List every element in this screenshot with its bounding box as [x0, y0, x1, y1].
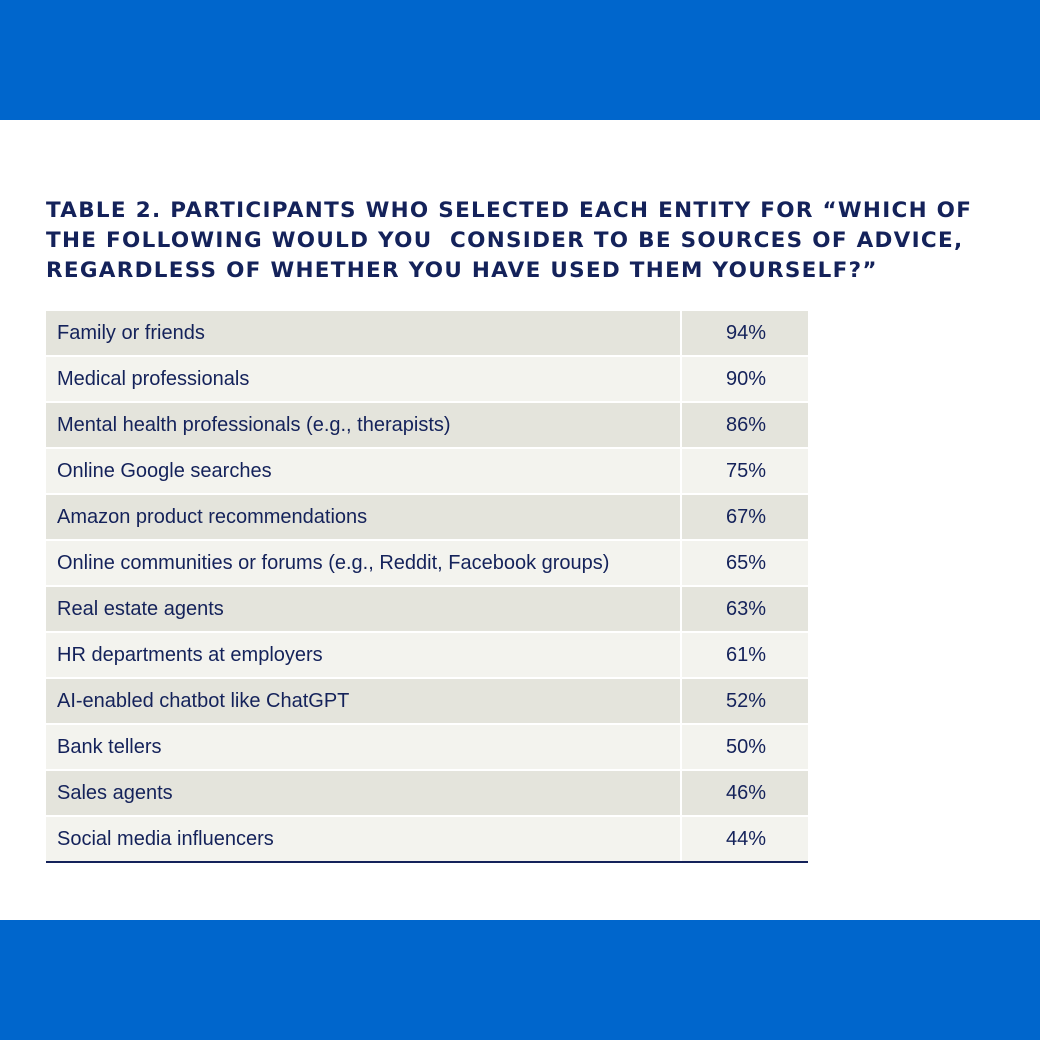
table-row: Online Google searches 75%: [46, 449, 808, 495]
top-color-band: [0, 0, 1040, 120]
row-label: Sales agents: [46, 771, 680, 815]
row-label: Mental health professionals (e.g., thera…: [46, 403, 680, 447]
row-label: Bank tellers: [46, 725, 680, 769]
row-value: 75%: [682, 449, 808, 493]
row-label: Real estate agents: [46, 587, 680, 631]
column-divider: [680, 817, 682, 861]
table-row: Medical professionals 90%: [46, 357, 808, 403]
table-row: Mental health professionals (e.g., thera…: [46, 403, 808, 449]
table-row: Sales agents 46%: [46, 771, 808, 817]
results-table: Family or friends 94% Medical professional…: [46, 311, 808, 863]
column-divider: [680, 587, 682, 631]
table-row: Amazon product recommendations 67%: [46, 495, 808, 541]
row-label: Online Google searches: [46, 449, 680, 493]
row-value: 63%: [682, 587, 808, 631]
row-value: 61%: [682, 633, 808, 677]
row-label: HR departments at employers: [46, 633, 680, 677]
column-divider: [680, 725, 682, 769]
table-row: Social media influencers 44%: [46, 817, 808, 861]
row-value: 67%: [682, 495, 808, 539]
row-label: AI-enabled chatbot like ChatGPT: [46, 679, 680, 723]
table-row: Family or friends 94%: [46, 311, 808, 357]
column-divider: [680, 403, 682, 447]
row-label: Medical professionals: [46, 357, 680, 401]
table-row: Real estate agents 63%: [46, 587, 808, 633]
column-divider: [680, 357, 682, 401]
table-row: Bank tellers 50%: [46, 725, 808, 771]
row-label: Family or friends: [46, 311, 680, 355]
column-divider: [680, 679, 682, 723]
row-value: 52%: [682, 679, 808, 723]
column-divider: [680, 633, 682, 677]
column-divider: [680, 541, 682, 585]
column-divider: [680, 771, 682, 815]
table-title: TABLE 2. PARTICIPANTS WHO SELECTED EACH …: [46, 198, 973, 283]
row-value: 86%: [682, 403, 808, 447]
row-value: 90%: [682, 357, 808, 401]
column-divider: [680, 495, 682, 539]
column-divider: [680, 311, 682, 355]
row-value: 65%: [682, 541, 808, 585]
row-label: Online communities or forums (e.g., Redd…: [46, 541, 680, 585]
table-row: HR departments at employers 61%: [46, 633, 808, 679]
row-value: 94%: [682, 311, 808, 355]
table-row: Online communities or forums (e.g., Redd…: [46, 541, 808, 587]
table-row: AI-enabled chatbot like ChatGPT 52%: [46, 679, 808, 725]
column-divider: [680, 449, 682, 493]
row-label: Social media influencers: [46, 817, 680, 861]
row-label: Amazon product recommendations: [46, 495, 680, 539]
row-value: 50%: [682, 725, 808, 769]
row-value: 46%: [682, 771, 808, 815]
row-value: 44%: [682, 817, 808, 861]
bottom-color-band: [0, 920, 1040, 1040]
